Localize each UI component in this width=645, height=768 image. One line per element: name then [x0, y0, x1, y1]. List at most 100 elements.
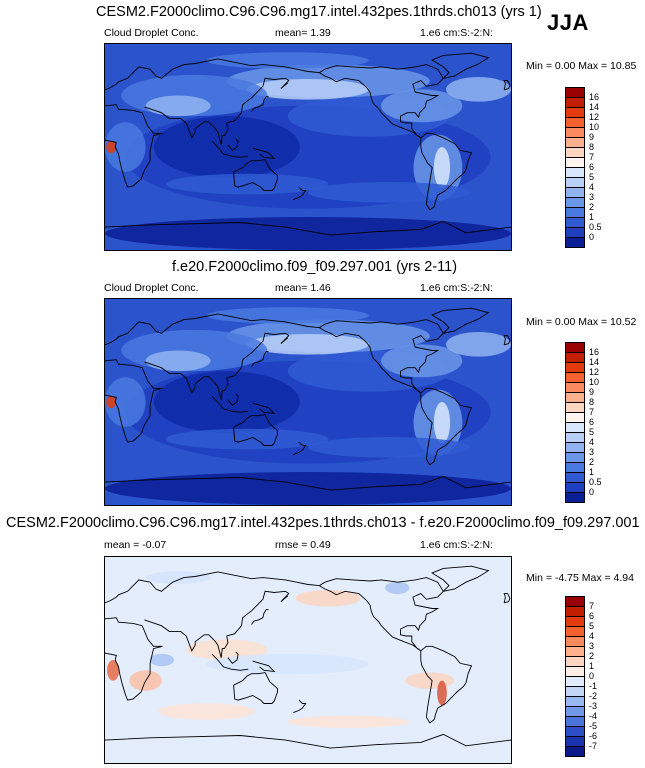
coastline — [420, 387, 473, 466]
field-shading — [106, 140, 116, 154]
variable-label: Cloud Droplet Conc. — [104, 282, 199, 294]
coastline — [105, 617, 163, 701]
colorbar-tick-label: 9 — [589, 132, 595, 142]
field-shading — [381, 344, 463, 378]
colorbar-tick-label: 14 — [589, 102, 600, 112]
colorbar-tick-label: 0.5 — [589, 477, 602, 487]
colorbar-tick-label: 16 — [589, 92, 600, 102]
field-shading — [446, 76, 511, 102]
mean-value: mean= 1.46 — [275, 282, 331, 294]
colorbar-tick-label: 4 — [589, 631, 595, 641]
coastline — [319, 319, 444, 394]
field-shading — [247, 79, 369, 100]
field-shading — [106, 395, 116, 409]
colorbar-tick-label: 5 — [589, 172, 595, 182]
colorbar-tick-label: 9 — [589, 387, 595, 397]
min-max-label: Min = -4.75 Max = 4.94 — [526, 572, 634, 584]
colorbar: 16 14 12 10 9 8 7 6 5 4 3 2 1 0.5 0 — [565, 342, 625, 503]
coastline — [105, 313, 320, 346]
coastline — [105, 104, 163, 188]
colorbar-tick-label: 3 — [589, 641, 595, 651]
colorbar-tick-label: 1 — [589, 467, 595, 477]
coastline — [105, 359, 163, 443]
colorbar-tick-label: -5 — [589, 721, 598, 731]
colorbar-tick-label: 16 — [589, 347, 600, 357]
coastline — [420, 645, 473, 724]
field-shading — [105, 377, 146, 427]
coastline — [144, 332, 290, 400]
colorbar: 16 14 12 10 9 8 7 6 5 4 3 2 1 0.5 0 — [565, 87, 625, 248]
field-shading — [105, 122, 146, 172]
min-max-label: Min = 0.00 Max = 10.85 — [526, 60, 637, 72]
coastline — [105, 58, 320, 91]
colorbar: 7 6 5 4 3 2 1 0 -1 -2 -3 -4 -5 -6 -7 — [565, 596, 625, 757]
rmse-value: rmse = 0.49 — [275, 539, 331, 551]
colorbar-tick-label: 3 — [589, 192, 595, 202]
coastline — [431, 307, 490, 334]
coastline — [503, 593, 511, 604]
field-shading — [153, 116, 300, 178]
map-svg — [105, 299, 511, 505]
coastline — [144, 77, 290, 145]
coastline — [293, 441, 307, 456]
field-shading — [381, 89, 463, 123]
colorbar-tick-label: 5 — [589, 427, 595, 437]
colorbar-tick-label: -1 — [589, 681, 598, 691]
field-shading — [433, 147, 451, 189]
field-shading — [149, 653, 175, 667]
colorbar-tick-label: 4 — [589, 182, 595, 192]
colorbar-tick-label: 7 — [589, 601, 595, 611]
units-label: 1.e6 cm:S:-2:N: — [420, 282, 493, 294]
colorbar-tick-label: -7 — [589, 741, 598, 751]
season-label: JJA — [547, 10, 589, 35]
colorbar-tick-label: 2 — [589, 651, 595, 661]
colorbar-tick-label: 8 — [589, 397, 595, 407]
colorbar-swatch — [565, 237, 585, 248]
coastline — [251, 609, 269, 625]
coastline — [211, 653, 249, 671]
colorbar-tick-label: 0.5 — [589, 222, 602, 232]
field-shading — [433, 402, 451, 444]
coastline — [251, 351, 269, 367]
coastline — [503, 335, 511, 346]
global-map — [104, 43, 512, 251]
colorbar-tick-label: 2 — [589, 457, 595, 467]
field-shading — [295, 589, 361, 607]
colorbar-tick-label: 12 — [589, 367, 600, 377]
field-shading — [247, 334, 369, 355]
field-shading — [186, 639, 268, 660]
coastline — [144, 590, 290, 658]
coastline — [431, 52, 490, 79]
coastline — [420, 132, 473, 211]
variable-label: Cloud Droplet Conc. — [104, 27, 199, 39]
map-svg — [105, 557, 511, 763]
global-map — [104, 556, 512, 764]
field-shading — [107, 660, 120, 681]
field-shading — [145, 95, 211, 117]
units-label: 1.e6 cm:S:-2:N: — [420, 539, 493, 551]
colorbar-tick-label: -4 — [589, 711, 598, 721]
coastline — [293, 186, 307, 201]
colorbar-tick-label: 0 — [589, 232, 595, 242]
colorbar-tick-label: 8 — [589, 142, 595, 152]
panel-title: f.e20.F2000climo.f09_f09.297.001 (yrs 2-… — [172, 259, 458, 275]
field-shading — [308, 437, 471, 458]
coastline — [252, 660, 276, 672]
coastline — [227, 393, 239, 407]
coastline — [105, 571, 320, 604]
colorbar-tick-label: -2 — [589, 691, 598, 701]
global-map — [104, 298, 512, 506]
colorbar-tick-label: 10 — [589, 122, 600, 132]
mean-value: mean = -0.07 — [104, 539, 167, 551]
map-svg — [105, 44, 511, 250]
colorbar-tick-label: 6 — [589, 611, 595, 621]
colorbar-tick-label: 0 — [589, 671, 595, 681]
field-shading — [287, 715, 410, 728]
colorbar-tick-label: 7 — [589, 152, 595, 162]
coastline — [211, 395, 249, 413]
coastline — [293, 699, 307, 714]
coastline — [105, 220, 511, 236]
field-shading — [157, 703, 256, 720]
panel-title: CESM2.F2000climo.C96.C96.mg17.intel.432p… — [96, 4, 542, 20]
field-shading — [405, 672, 455, 689]
